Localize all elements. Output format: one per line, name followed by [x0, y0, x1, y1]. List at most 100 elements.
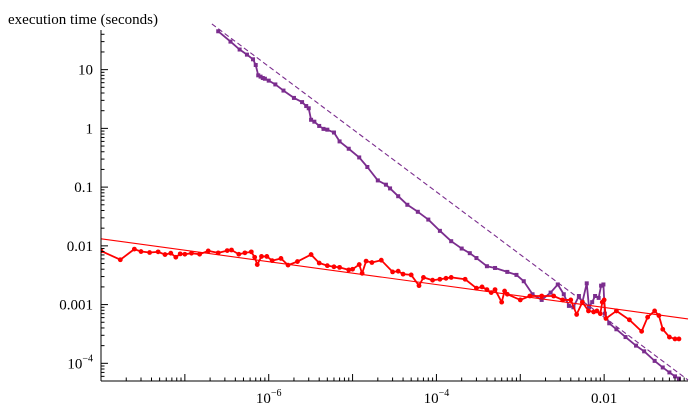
data-point: [517, 297, 523, 303]
data-point: [539, 293, 545, 299]
data-point: [626, 317, 632, 323]
data-point: [652, 358, 657, 363]
data-point: [229, 247, 234, 253]
data-point: [652, 308, 658, 314]
data-point: [363, 258, 369, 264]
data-point: [253, 62, 258, 67]
data-point: [316, 260, 322, 266]
series-line: [101, 238, 689, 320]
data-point: [467, 251, 472, 256]
data-point: [607, 321, 612, 326]
data-point: [587, 305, 592, 310]
data-point: [395, 268, 401, 274]
x-tick-label: 10−6: [256, 388, 282, 407]
data-point: [117, 257, 123, 263]
data-point: [256, 73, 261, 78]
data-point: [346, 146, 351, 151]
series-layer: [101, 23, 689, 381]
data-point: [474, 256, 479, 261]
data-point: [400, 271, 406, 277]
data-point: [479, 284, 485, 290]
y-tick-label: 1: [86, 121, 94, 137]
data-point: [443, 275, 449, 281]
series-line: [217, 30, 680, 380]
data-point: [306, 106, 311, 111]
data-point: [521, 279, 526, 284]
data-point: [254, 262, 260, 267]
data-point: [388, 186, 393, 191]
data-point: [539, 297, 544, 302]
data-point: [449, 239, 454, 244]
data-point: [252, 254, 258, 260]
data-point: [324, 263, 330, 269]
data-point: [317, 123, 322, 128]
x-tick-label: 0.01: [591, 391, 617, 407]
data-point: [639, 328, 645, 334]
data-point: [259, 254, 264, 259]
data-point: [437, 228, 442, 233]
data-point: [597, 311, 603, 317]
data-point: [514, 272, 519, 277]
y-tick-label: 0.001: [59, 298, 93, 314]
data-point: [337, 139, 342, 144]
data-point: [356, 262, 362, 267]
data-point: [676, 336, 682, 342]
series-0: [216, 29, 681, 381]
data-point: [676, 376, 681, 381]
data-point: [260, 76, 265, 81]
data-point: [492, 287, 498, 292]
data-point: [308, 252, 314, 257]
data-point: [182, 251, 188, 257]
data-point: [645, 314, 651, 320]
data-point: [603, 316, 609, 321]
y-tick-label: 10−4: [67, 353, 93, 372]
data-point: [251, 57, 256, 62]
data-point: [264, 254, 270, 259]
data-point: [623, 335, 628, 340]
data-point: [459, 246, 464, 251]
data-point: [357, 155, 362, 160]
data-point: [421, 275, 426, 280]
data-point: [224, 248, 230, 253]
data-point: [551, 293, 557, 299]
data-point: [568, 297, 574, 303]
data-point: [378, 257, 384, 263]
data-point: [416, 283, 422, 289]
data-point: [574, 312, 580, 317]
data-point: [266, 78, 271, 83]
data-point: [599, 283, 604, 288]
data-point: [215, 250, 221, 256]
data-point: [614, 327, 619, 332]
data-point: [484, 264, 489, 269]
data-point: [383, 182, 388, 187]
data-point: [660, 326, 666, 332]
data-point: [499, 299, 505, 305]
y-tick-label: 0.1: [74, 180, 93, 196]
series-1: [211, 23, 689, 381]
data-point: [312, 119, 317, 124]
data-point: [596, 295, 601, 300]
data-point: [346, 267, 352, 273]
data-point: [189, 250, 194, 256]
data-point: [493, 265, 498, 270]
data-point: [236, 251, 242, 257]
data-point: [237, 47, 242, 52]
y-tick-label: 0.01: [67, 239, 93, 255]
data-point: [584, 281, 589, 286]
data-point: [548, 290, 553, 295]
data-point: [579, 299, 585, 305]
data-point: [285, 262, 291, 268]
data-point: [337, 264, 342, 270]
data-point: [300, 100, 305, 105]
data-point: [634, 343, 639, 348]
data-point: [594, 308, 600, 314]
data-point: [660, 365, 665, 370]
data-point: [593, 293, 598, 298]
data-point: [248, 249, 254, 255]
tick-layer: 10−6 10−4 0.01 10 1 0.1 0.01 0.001 10−4: [59, 33, 685, 407]
data-point: [295, 259, 300, 264]
data-point: [242, 250, 248, 256]
data-point: [321, 126, 326, 131]
data-point: [437, 276, 443, 282]
